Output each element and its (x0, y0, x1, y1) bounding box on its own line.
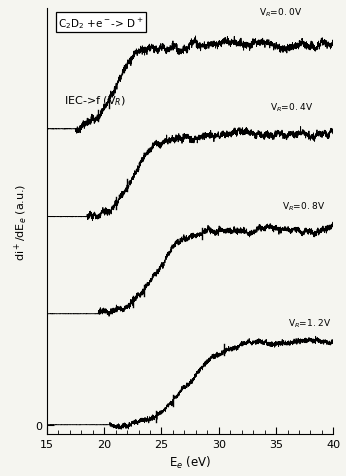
Y-axis label: di$^+$/dE$_e$ (a.u.): di$^+$/dE$_e$ (a.u.) (12, 183, 29, 260)
Text: IEC->f (V$_R$): IEC->f (V$_R$) (64, 94, 126, 108)
X-axis label: E$_e$ (eV): E$_e$ (eV) (169, 455, 211, 470)
Text: V$_R$=0. 8V: V$_R$=0. 8V (282, 200, 326, 212)
Text: V$_R$=0. 0V: V$_R$=0. 0V (259, 7, 302, 20)
Text: V$_R$=0. 4V: V$_R$=0. 4V (270, 101, 314, 114)
Text: C$_2$D$_2$ +e$^-$-> D$^+$: C$_2$D$_2$ +e$^-$-> D$^+$ (58, 16, 144, 31)
Text: V$_R$=1. 2V: V$_R$=1. 2V (288, 317, 331, 329)
